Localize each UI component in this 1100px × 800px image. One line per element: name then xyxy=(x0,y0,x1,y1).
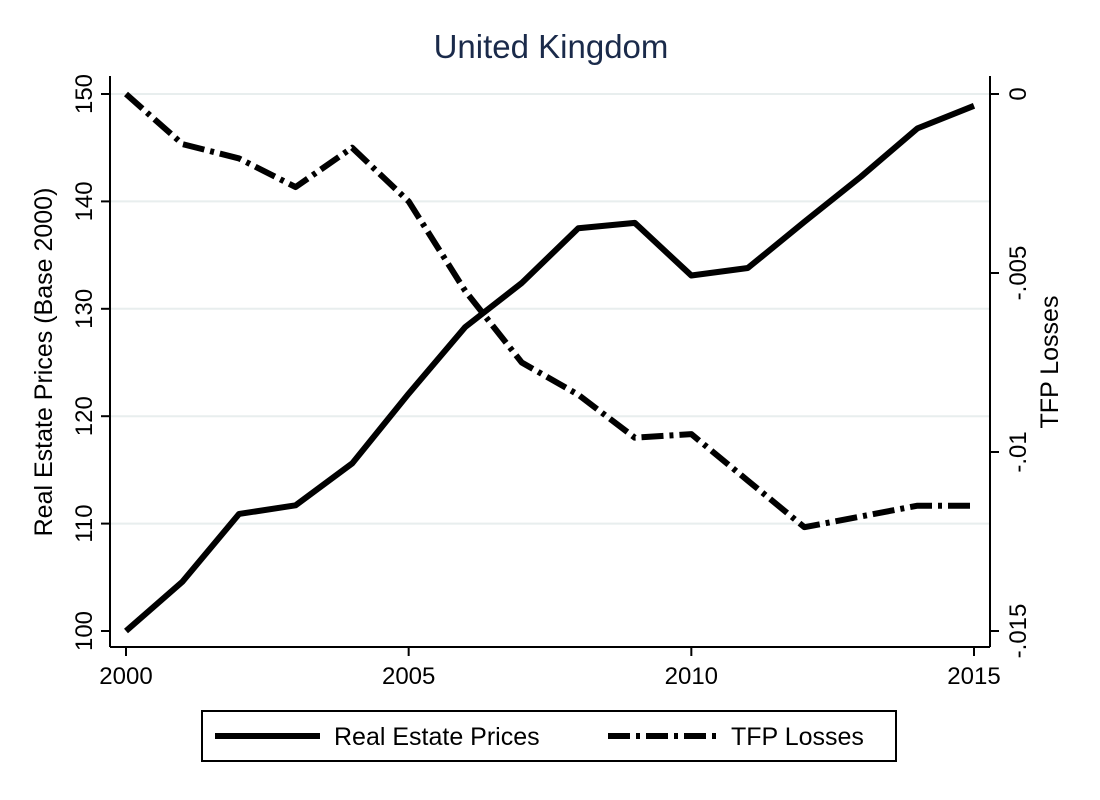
gridlines xyxy=(110,93,990,525)
legend: Real Estate Prices TFP Losses xyxy=(201,710,897,762)
x-axis-ticks: 2000 2005 2010 2015 xyxy=(99,647,1001,690)
left-y-tick-label: 130 xyxy=(71,289,98,329)
right-y-tick-label: -.005 xyxy=(1005,246,1032,301)
left-y-tick-label: 150 xyxy=(71,74,98,114)
right-y-axis-title: TFP Losses xyxy=(1036,296,1064,429)
left-y-tick-label: 120 xyxy=(71,396,98,436)
legend-label-tfp: TFP Losses xyxy=(731,723,864,751)
left-y-axis-ticks: 100 110 120 130 140 150 xyxy=(71,74,110,651)
right-y-axis-ticks: -.015 -.01 -.005 0 xyxy=(990,87,1032,658)
x-tick-label: 2005 xyxy=(382,663,435,690)
right-y-tick-label: -.01 xyxy=(1005,431,1032,472)
series-line-tfp-losses xyxy=(124,91,974,531)
left-y-tick-label: 100 xyxy=(71,611,98,651)
left-y-tick-label: 110 xyxy=(71,504,98,542)
x-tick-label: 2010 xyxy=(665,663,718,690)
legend-label-real-estate: Real Estate Prices xyxy=(334,723,540,751)
chart-title: United Kingdom xyxy=(434,28,669,65)
right-y-tick-label: -.015 xyxy=(1005,604,1032,659)
x-tick-label: 2000 xyxy=(99,663,152,690)
series-line-real-estate-prices xyxy=(124,103,976,634)
x-tick-label: 2015 xyxy=(947,663,1000,690)
left-y-tick-label: 140 xyxy=(71,181,98,221)
series-lines xyxy=(124,91,976,634)
left-y-axis-title: Real Estate Prices (Base 2000) xyxy=(30,188,58,537)
right-y-tick-label: 0 xyxy=(1005,87,1032,100)
